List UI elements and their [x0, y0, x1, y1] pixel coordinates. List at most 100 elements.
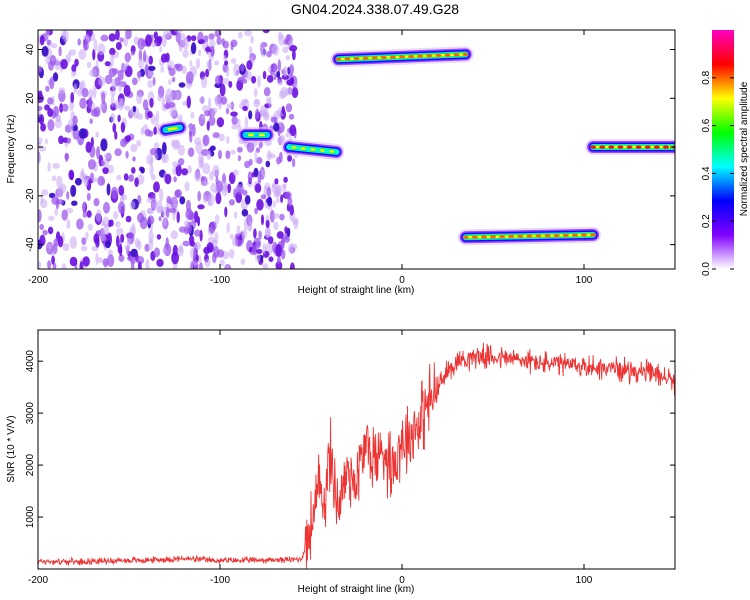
- noise-blob: [62, 30, 69, 43]
- noise-blob: [49, 55, 57, 66]
- noise-blob: [51, 255, 55, 265]
- noise-blob: [74, 177, 82, 186]
- noise-blob: [231, 123, 239, 130]
- noise-blob: [118, 254, 125, 262]
- noise-blob: [282, 66, 289, 77]
- noise-blob: [222, 40, 229, 49]
- signal-track: [330, 46, 474, 68]
- noise-blob: [286, 79, 294, 86]
- noise-blob: [165, 206, 170, 218]
- noise-blob: [82, 200, 86, 212]
- noise-blob: [254, 150, 258, 163]
- noise-blob: [236, 225, 241, 237]
- heatmap-y-tick-label: 0: [25, 144, 36, 150]
- noise-blob: [153, 31, 158, 40]
- noise-blob: [130, 143, 138, 153]
- noise-blob: [129, 200, 136, 210]
- line-y-tick-label: 2000: [25, 454, 36, 477]
- noise-blob: [47, 226, 54, 235]
- noise-blob: [71, 70, 76, 77]
- noise-blob: [151, 174, 156, 181]
- colorbar-tick-label: 0.0: [701, 262, 712, 276]
- noise-blob: [281, 105, 285, 115]
- noise-blob: [47, 108, 54, 117]
- noise-blob: [215, 75, 222, 86]
- noise-blob: [58, 87, 66, 95]
- noise-blob: [123, 84, 131, 97]
- noise-blob: [174, 189, 181, 198]
- signal-track: [157, 119, 188, 138]
- noise-blob: [261, 169, 266, 177]
- noise-blob: [38, 151, 41, 164]
- noise-blob: [189, 130, 193, 143]
- noise-blob: [178, 44, 183, 52]
- line-y-tick-label: 1000: [25, 505, 36, 528]
- noise-blob: [281, 249, 286, 260]
- noise-blob: [254, 183, 262, 194]
- noise-blob: [214, 214, 220, 225]
- noise-blob: [100, 138, 108, 152]
- noise-blob: [71, 64, 77, 73]
- snr-series-line: [38, 342, 675, 569]
- noise-blob: [54, 119, 63, 129]
- noise-blob: [265, 228, 271, 239]
- noise-blob: [208, 33, 215, 40]
- noise-blob: [149, 97, 154, 108]
- noise-blob: [219, 259, 225, 267]
- noise-blob: [195, 58, 201, 69]
- noise-blob: [125, 150, 129, 159]
- noise-blob: [214, 95, 221, 105]
- noise-blob: [256, 157, 263, 164]
- noise-blob: [97, 257, 104, 264]
- noise-blob: [124, 52, 131, 63]
- noise-blob: [276, 231, 284, 239]
- noise-blob: [49, 77, 55, 90]
- noise-blob: [197, 204, 205, 210]
- noise-blob: [273, 73, 277, 81]
- noise-blob: [250, 35, 254, 44]
- noise-blob: [104, 240, 111, 249]
- noise-blob: [103, 152, 112, 160]
- noise-blob: [201, 114, 206, 120]
- noise-blob: [131, 77, 138, 86]
- noise-blob: [159, 188, 164, 202]
- noise-blob: [39, 234, 46, 247]
- noise-blob: [276, 156, 281, 165]
- heatmap-y-axis-label: Frequency (Hz): [6, 115, 17, 184]
- noise-blob: [240, 99, 249, 105]
- noise-blob: [54, 208, 59, 216]
- noise-blob: [46, 39, 52, 46]
- noise-blob: [255, 253, 261, 262]
- heatmap-x-tick-label: 100: [576, 275, 593, 286]
- noise-blob: [202, 162, 211, 175]
- noise-blob: [262, 30, 270, 34]
- noise-blob: [284, 191, 292, 200]
- noise-blob: [228, 199, 235, 206]
- noise-blob: [199, 96, 206, 104]
- noise-blob: [118, 201, 126, 214]
- signal-track: [237, 126, 276, 143]
- noise-blob: [274, 185, 281, 198]
- noise-blob: [221, 173, 227, 184]
- noise-blob: [253, 99, 261, 108]
- noise-blob: [66, 219, 71, 229]
- noise-blob: [66, 191, 70, 200]
- noise-blob: [97, 43, 106, 56]
- noise-blob: [45, 243, 53, 249]
- noise-blob: [275, 244, 283, 258]
- noise-blob: [95, 131, 99, 138]
- noise-blob: [140, 167, 145, 174]
- noise-blob: [47, 260, 52, 269]
- noise-blob: [273, 221, 279, 231]
- noise-blob: [115, 227, 124, 236]
- colorbar-tick-label: 0.4: [701, 166, 712, 180]
- noise-blob: [45, 85, 50, 92]
- noise-blob: [289, 204, 294, 216]
- noise-blob: [70, 184, 77, 197]
- noise-blob: [53, 105, 59, 117]
- noise-blob: [242, 105, 248, 111]
- noise-blob: [78, 81, 84, 91]
- noise-blob: [189, 247, 197, 260]
- noise-blob: [130, 50, 136, 56]
- noise-blob: [125, 30, 132, 40]
